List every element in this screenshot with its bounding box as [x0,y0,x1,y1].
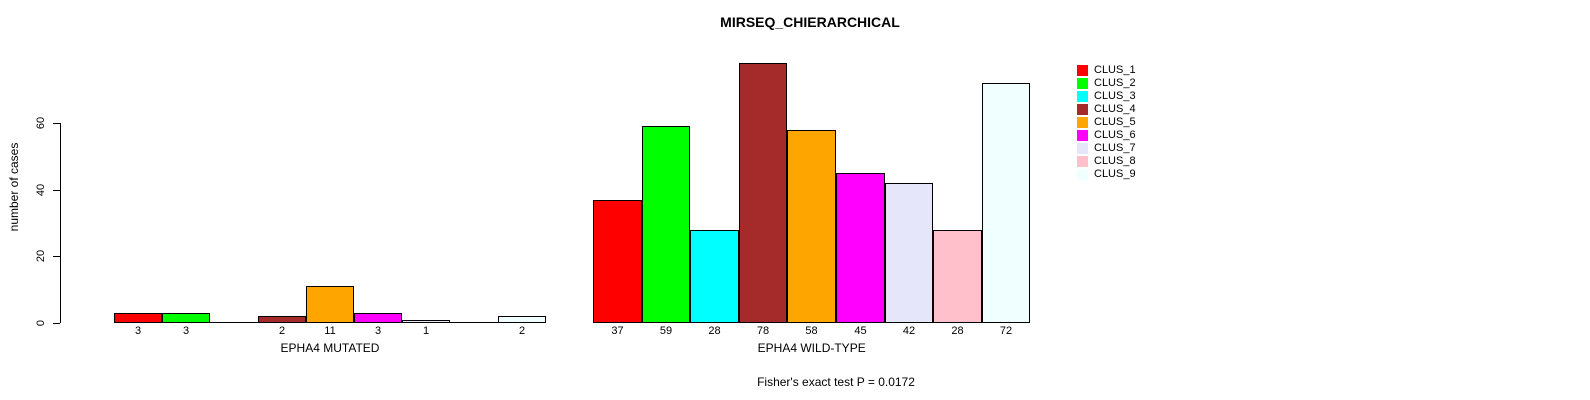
bar-value-label: 2 [278,325,286,337]
bar-value-label: 1 [422,325,430,337]
legend-label-clus_9: CLUS_9 [1094,168,1136,180]
group-label: EPHA4 MUTATED [280,341,380,355]
bar-g2-clus_6 [836,173,885,323]
bar-value-label: 59 [659,325,673,337]
legend-label-clus_7: CLUS_7 [1094,142,1136,154]
legend-swatch-clus_8 [1077,155,1088,167]
bar-g1-clus_5 [306,286,354,323]
legend-label-clus_3: CLUS_3 [1094,90,1136,102]
legend-label-clus_2: CLUS_2 [1094,77,1136,89]
bar-value-label: 42 [902,325,916,337]
y-axis-tick [53,323,60,324]
legend-swatch-clus_5 [1077,116,1088,128]
bar-g2-clus_1 [593,200,642,323]
bar-value-label: 58 [805,325,818,337]
bar-value-label: 72 [999,325,1013,337]
legend-label-clus_4: CLUS_4 [1094,103,1136,115]
bar-value-label: 3 [134,325,142,337]
legend-swatch-clus_9 [1077,168,1088,180]
y-axis-tick [53,123,60,124]
bar-value-label: 78 [756,325,770,337]
bar-value-label: 3 [374,325,382,337]
bar-g2-clus_8 [933,230,982,323]
bar-value-label: 3 [182,325,190,337]
legend-swatch-clus_6 [1077,129,1088,141]
legend-swatch-clus_1 [1077,64,1088,76]
bar-value-label: 2 [518,325,526,337]
legend-swatch-clus_4 [1077,103,1088,115]
y-axis-tick [53,256,60,257]
bar-g1-clus_8-zero-line [450,322,498,323]
bar-g2-clus_4 [739,63,787,323]
bar-g2-clus_9 [982,83,1030,323]
legend-label-clus_8: CLUS_8 [1094,155,1136,167]
bar-value-label: 28 [951,325,964,337]
group-label: EPHA4 WILD-TYPE [757,341,866,355]
bar-value-label: 45 [854,325,867,337]
bar-g2-clus_3 [690,230,739,323]
bar-value-label: 11 [324,325,336,337]
bar-g2-clus_2 [642,126,690,323]
bar-value-label: 37 [611,325,624,337]
y-axis-line [60,123,61,323]
legend-label-clus_5: CLUS_5 [1094,116,1136,128]
legend-label-clus_6: CLUS_6 [1094,129,1136,141]
y-axis-tick [53,190,60,191]
legend-swatch-clus_3 [1077,90,1088,102]
bar-g1-clus_6 [354,313,402,323]
legend-label-clus_1: CLUS_1 [1094,64,1136,76]
bar-g1-clus_7 [402,320,450,323]
bar-g2-clus_5 [787,130,836,323]
fisher-test-annotation: Fisher's exact test P = 0.0172 [757,375,915,389]
legend-swatch-clus_7 [1077,142,1088,154]
bar-g1-clus_1 [114,313,162,323]
bar-g1-clus_2 [162,313,210,323]
bar-g1-clus_4 [258,316,306,323]
bar-g1-clus_9 [498,316,546,323]
bar-value-label: 28 [708,325,721,337]
chart-title: MIRSEQ_CHIERARCHICAL [720,14,900,30]
bar-g2-clus_7 [885,183,933,323]
bar-g1-clus_3-zero-line [210,322,258,323]
legend-swatch-clus_2 [1077,77,1088,89]
